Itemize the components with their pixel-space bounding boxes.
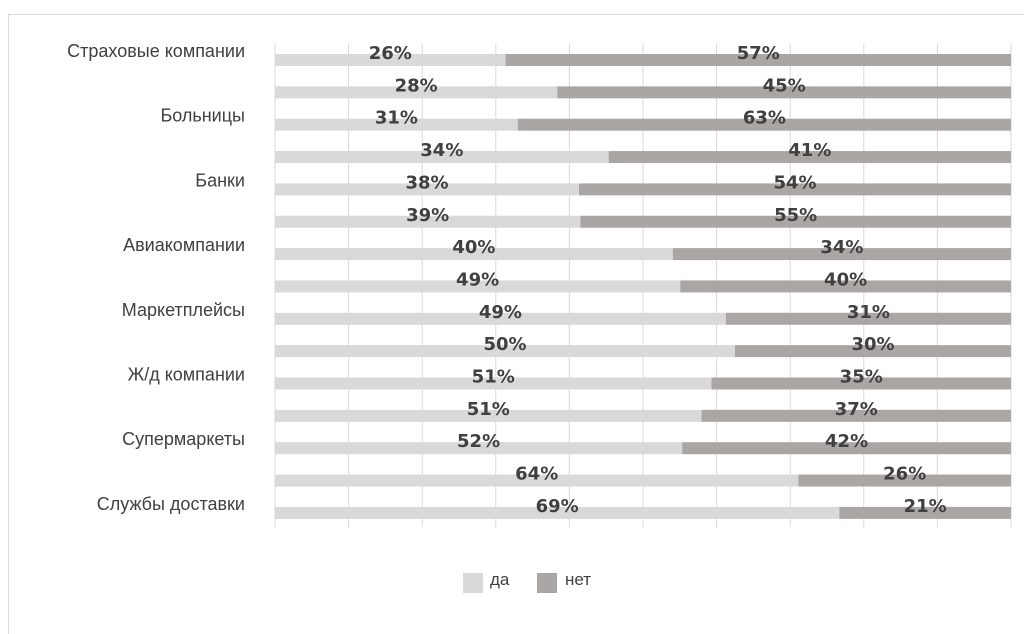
bar-net (839, 506, 1011, 519)
bar-net (682, 442, 1011, 455)
bars (275, 54, 1011, 519)
data-label-da: 34% (420, 140, 463, 161)
legend-swatch-da (463, 573, 483, 593)
data-label-da: 51% (467, 399, 510, 420)
bar-da (275, 248, 673, 261)
data-label-da: 38% (405, 172, 448, 193)
stacked-bar-chart: Страховые компании Больницы Банки Авиакомпа… (67, 41, 1012, 593)
bar-da (275, 474, 799, 487)
data-label-da: 26% (369, 43, 412, 64)
data-labels: 26% 57% 28% 45% 31% 63% 34% 41% 38% 54% 39% 55% 40% 3… (369, 43, 947, 517)
data-label-da: 69% (536, 496, 579, 517)
bar-net (557, 86, 1011, 99)
bar-net (735, 345, 1011, 358)
chart-area (8, 14, 1024, 634)
category-labels: Страховые компании Больницы Банки Авиакомпа… (67, 41, 245, 514)
bar-da (275, 151, 609, 164)
bar-net (798, 474, 1011, 487)
data-label-da: 64% (515, 464, 558, 485)
category-label: Банки (195, 170, 245, 190)
data-label-net: 31% (847, 302, 890, 323)
bar-da (275, 86, 558, 99)
category-label: Больницы (160, 106, 245, 126)
category-label: Маркетплейсы (122, 300, 245, 320)
bar-da (275, 312, 726, 325)
bar-da (275, 506, 840, 519)
data-label-da: 50% (483, 334, 526, 355)
bar-net (608, 151, 1011, 164)
data-label-da: 39% (406, 205, 449, 226)
data-label-da: 31% (375, 108, 418, 129)
data-label-net: 55% (774, 205, 817, 226)
data-label-net: 30% (851, 334, 894, 355)
bar-net (580, 215, 1011, 228)
category-label: Страховые компании (67, 41, 245, 61)
category-label: Службы доставки (97, 494, 245, 514)
data-label-net: 45% (763, 75, 806, 96)
category-label: Ж/д компании (128, 365, 245, 385)
bar-da (275, 280, 681, 293)
data-label-net: 21% (904, 496, 947, 517)
bar-da (275, 409, 702, 422)
bar-net (505, 54, 1011, 66)
data-label-da: 49% (479, 302, 522, 323)
data-label-da: 51% (472, 367, 515, 388)
bar-net (680, 280, 1011, 293)
data-label-da: 28% (395, 75, 438, 96)
bar-net (711, 377, 1011, 390)
data-label-net: 35% (840, 367, 883, 388)
category-label: Авиакомпании (123, 235, 245, 255)
bar-net (579, 183, 1011, 196)
bar-net (517, 118, 1011, 131)
bar-da (275, 118, 518, 131)
category-label: Супермаркеты (122, 429, 245, 449)
bar-net (701, 409, 1011, 422)
data-label-net: 40% (824, 269, 867, 290)
bar-da (275, 215, 581, 228)
data-label-net: 63% (743, 108, 786, 129)
bar-net (725, 312, 1011, 325)
bar-net (672, 248, 1011, 261)
data-label-net: 57% (737, 43, 780, 64)
data-label-da: 52% (457, 431, 500, 452)
bar-da (275, 54, 506, 66)
data-label-net: 34% (820, 237, 863, 258)
bar-da (275, 442, 683, 455)
legend-label-da: да (490, 570, 510, 589)
data-label-da: 49% (456, 269, 499, 290)
legend-label-net: нет (565, 570, 591, 589)
bar-da (275, 345, 735, 358)
data-label-da: 40% (452, 237, 495, 258)
data-label-net: 41% (788, 140, 831, 161)
data-label-net: 54% (773, 172, 816, 193)
legend-swatch-net (537, 573, 557, 593)
data-label-net: 26% (883, 464, 926, 485)
data-label-net: 42% (825, 431, 868, 452)
legend: да нет (463, 570, 591, 593)
bar-da (275, 183, 579, 196)
data-label-net: 37% (835, 399, 878, 420)
bar-da (275, 377, 712, 390)
